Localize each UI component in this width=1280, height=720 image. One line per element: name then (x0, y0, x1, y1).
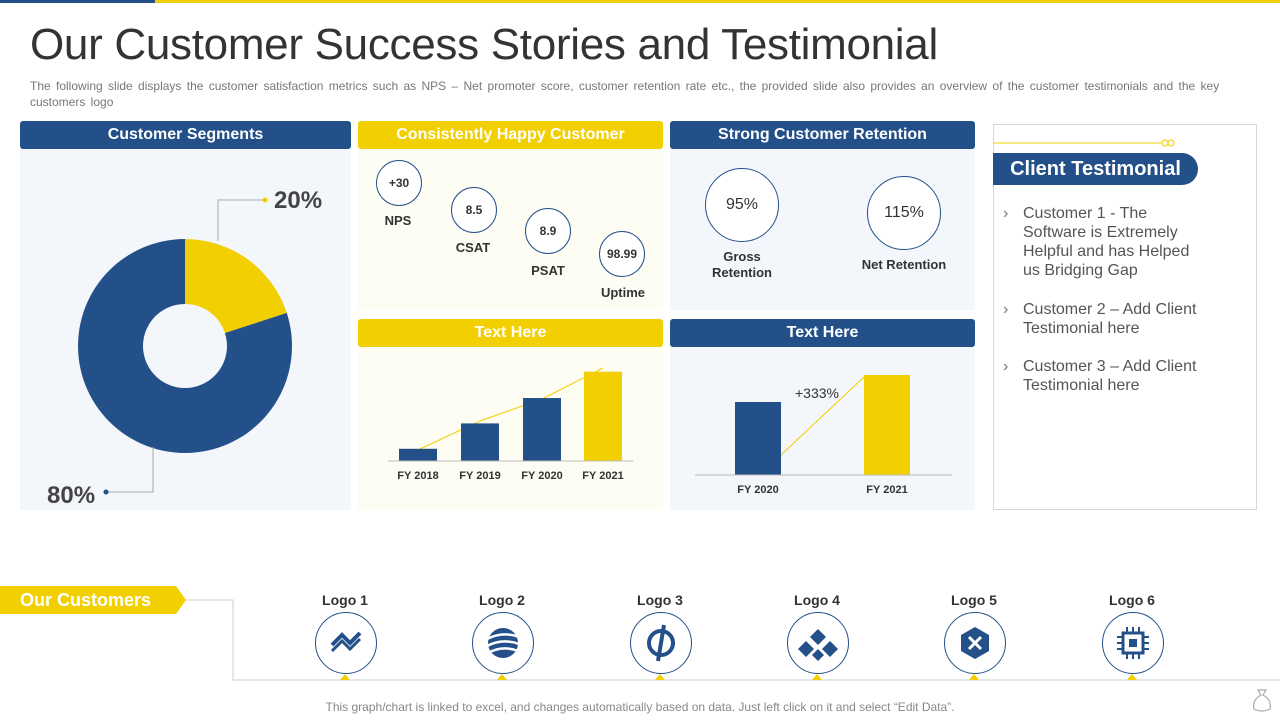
logo-2-badge (472, 612, 534, 674)
bar-tick-label: FY 2020 (737, 484, 778, 496)
testimonial-item: › Customer 3 – Add Client Testimonial he… (1003, 357, 1203, 397)
net-retention-label: Net Retention (861, 257, 947, 272)
logo-1-pointer (340, 674, 350, 680)
chevron-right-icon: › (1003, 205, 1009, 222)
logo-label-4: Logo 4 (794, 592, 840, 608)
pie-leader-dot-small (262, 197, 268, 203)
logo-label-2: Logo 2 (479, 592, 525, 608)
logo-6-badge (1102, 612, 1164, 674)
gross-retention-circle: 95% (705, 168, 779, 242)
slashed-ring-icon (647, 624, 675, 662)
chip-icon (1117, 627, 1149, 659)
retention-header: Strong Customer Retention (670, 121, 975, 149)
text-here-right-panel: FY 2020 FY 2021 +333% (670, 347, 975, 510)
logo-label-1: Logo 1 (322, 592, 368, 608)
testimonial-text: Customer 1 - The Software is Extremely H… (1023, 205, 1190, 279)
logo-label-3: Logo 3 (637, 592, 683, 608)
psat-circle: 8.9 (525, 208, 571, 254)
text-here-left-header: Text Here (358, 319, 663, 347)
pie-label-large: 80% (47, 482, 96, 509)
page-subtitle: The following slide displays the custome… (30, 79, 1220, 109)
happy-customer-panel: +30 NPS 8.5 CSAT 8.9 PSAT 98.99 Uptime (358, 149, 663, 310)
uptime-circle: 98.99 (599, 231, 645, 277)
csat-value: 8.5 (465, 203, 483, 217)
bar-fy-2019 (461, 423, 499, 461)
donut-slice-1 (185, 239, 287, 334)
logo-4-pointer (812, 674, 822, 680)
bar-fy-2021 (864, 375, 910, 475)
segments-donut-chart (78, 197, 292, 495)
psat-label: PSAT (531, 263, 565, 278)
logo-label-5: Logo 5 (951, 592, 997, 608)
testimonial-connector (993, 139, 1175, 147)
logo-5-badge (944, 612, 1006, 674)
chain-diamond-icon (330, 631, 362, 653)
footer-note: This graph/chart is linked to excel, and… (325, 700, 955, 714)
text-here-left-panel: FY 2018 FY 2019 FY 2020 FY 2021 (358, 347, 663, 510)
logo-2-pointer (497, 674, 507, 680)
fy-bar-chart: FY 2018 FY 2019 FY 2020 FY 2021 (388, 367, 633, 482)
testimonial-item: › Customer 2 – Add Client Testimonial he… (1003, 300, 1203, 340)
nps-label: NPS (384, 213, 412, 228)
uptime-value: 98.99 (606, 247, 638, 261)
globe-stripes-icon (486, 628, 520, 658)
logo-3-pointer (655, 674, 665, 680)
testimonial-text: Customer 3 – Add Client Testimonial here (1023, 358, 1197, 394)
growth-line (780, 376, 865, 456)
chevron-right-icon: › (1003, 301, 1009, 318)
pie-leader-dot-large (103, 489, 109, 495)
testimonial-box (993, 124, 1257, 510)
bar-fy-2018 (399, 448, 437, 461)
csat-circle: 8.5 (451, 187, 497, 233)
our-customers-tag: Our Customers (0, 586, 186, 614)
top-accent-line-blue (0, 0, 155, 3)
nps-circle: +30 (376, 160, 422, 206)
pie-leader-line-small (217, 199, 265, 241)
text-here-right-header: Text Here (670, 319, 975, 347)
csat-label: CSAT (455, 240, 491, 255)
diamond-cluster-icon (798, 629, 838, 661)
pie-leader-line-large (106, 447, 154, 493)
logo-1-badge (315, 612, 377, 674)
psat-value: 8.9 (539, 224, 557, 238)
pie-label-small: 20% (274, 187, 323, 214)
testimonial-text: Customer 2 – Add Client Testimonial here (1023, 301, 1197, 337)
growth-annotation: +333% (795, 385, 839, 401)
bar-fy-2020 (735, 402, 781, 475)
bar-tick-label: FY 2018 (397, 470, 438, 482)
uptime-label: Uptime (600, 285, 646, 300)
net-retention-circle: 115% (867, 176, 941, 250)
customers-connector-line (186, 599, 1280, 681)
bar-tick-label: FY 2021 (582, 470, 623, 482)
top-accent-line (0, 0, 1280, 3)
happy-customer-header: Consistently Happy Customer (358, 121, 663, 149)
hexagon-icon (961, 627, 989, 659)
logo-6-pointer (1127, 674, 1137, 680)
gross-retention-value: 95% (725, 196, 759, 213)
bar-tick-label: FY 2019 (459, 470, 500, 482)
money-bag-icon (1253, 689, 1271, 712)
customer-segments-header: Customer Segments (20, 121, 351, 149)
logo-5-pointer (969, 674, 979, 680)
bar-tick-label: FY 2021 (866, 484, 907, 496)
trend-line (419, 367, 604, 450)
bar-tick-label: FY 2020 (521, 470, 562, 482)
bar-fy-2020 (523, 398, 561, 461)
client-testimonial-title: Client Testimonial (993, 153, 1198, 185)
page-title: Our Customer Success Stories and Testimo… (30, 20, 938, 69)
logo-label-6: Logo 6 (1109, 592, 1155, 608)
growth-bar-chart: FY 2020 FY 2021 (695, 375, 952, 496)
retention-panel: 95% Gross Retention 115% Net Retention (670, 149, 975, 310)
logo-3-badge (630, 612, 692, 674)
logo-4-badge (787, 612, 849, 674)
chevron-right-icon: › (1003, 358, 1009, 375)
nps-value: +30 (388, 176, 410, 190)
testimonial-item: › Customer 1 - The Software is Extremely… (1003, 204, 1203, 284)
gross-retention-label: Gross Retention (712, 249, 772, 280)
net-retention-value: 115% (884, 204, 924, 221)
bar-fy-2021 (584, 371, 622, 461)
customer-segments-panel: 20% 80% (20, 149, 351, 510)
donut-slice-2 (78, 239, 292, 453)
